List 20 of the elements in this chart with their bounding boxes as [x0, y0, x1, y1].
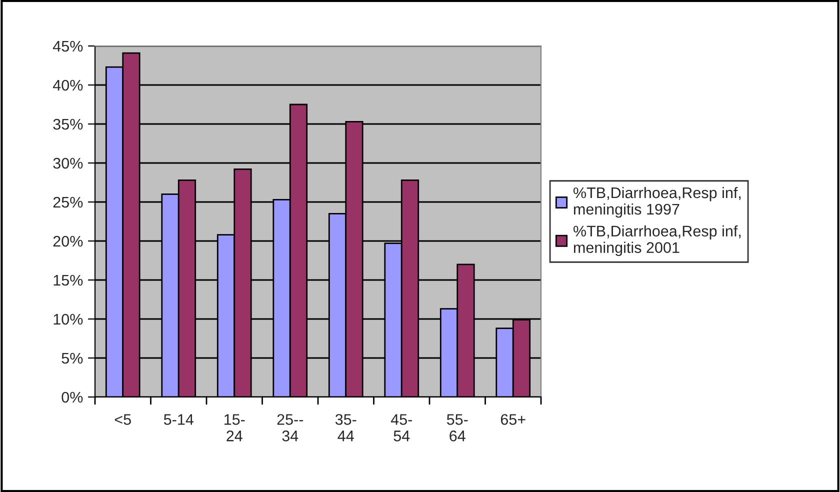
y-tick-label: 35% — [53, 118, 83, 130]
x-tick-label: 65+ — [500, 414, 526, 425]
y-tick-label: 5% — [62, 352, 83, 364]
x-tick-label: 35- 44 — [335, 414, 356, 442]
x-tick-label: <5 — [114, 414, 131, 425]
y-tick-label: 15% — [54, 274, 83, 286]
y-tick-label: 10% — [54, 314, 83, 325]
legend-label: %TB,Diarrhoea,Resp inf, meningitis 1997 — [574, 186, 741, 218]
y-tick-label: 25% — [53, 196, 83, 208]
y-tick-label: 40% — [52, 80, 83, 91]
x-tick-label: 15- 24 — [224, 414, 245, 442]
x-tick-label: 45- 54 — [390, 414, 412, 442]
y-tick-label: 20% — [53, 236, 83, 247]
y-tick-label: 0% — [62, 392, 83, 403]
x-tick-label: 5-14 — [164, 414, 194, 425]
x-tick-label: 25-- 34 — [277, 414, 304, 442]
x-tick-label: 55- 64 — [446, 414, 468, 442]
y-tick-label: 30% — [53, 158, 83, 169]
y-tick-label: 45% — [52, 40, 83, 52]
legend-label: %TB,Diarrhoea,Resp inf, meningitis 2001 — [574, 225, 741, 256]
